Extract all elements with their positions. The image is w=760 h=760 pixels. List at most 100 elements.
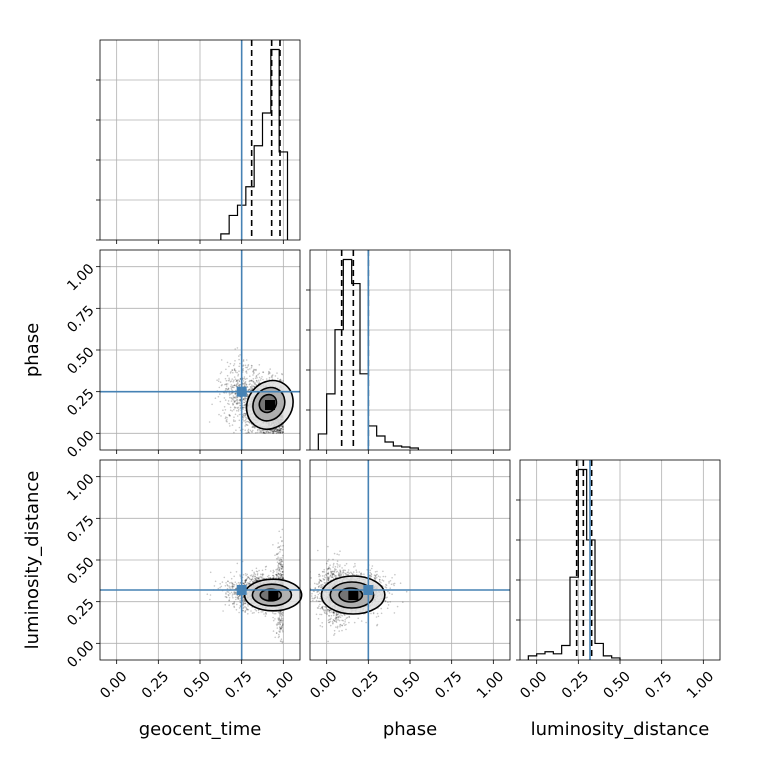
scatter-point bbox=[239, 605, 242, 607]
scatter-point bbox=[275, 432, 278, 435]
scatter-point bbox=[274, 612, 277, 615]
scatter-point bbox=[279, 623, 282, 626]
scatter-point bbox=[237, 410, 240, 412]
scatter-point bbox=[233, 379, 235, 382]
scatter-point bbox=[272, 430, 275, 433]
scatter-point bbox=[281, 549, 284, 551]
scatter-point bbox=[245, 432, 247, 434]
scatter-point bbox=[265, 430, 268, 433]
scatter-point bbox=[276, 568, 279, 571]
scatter-point bbox=[247, 389, 250, 391]
scatter-point bbox=[243, 606, 245, 608]
scatter-point bbox=[363, 573, 365, 575]
scatter-point bbox=[317, 585, 320, 588]
scatter-point bbox=[280, 429, 282, 431]
scatter-point bbox=[277, 562, 280, 565]
scatter-point bbox=[249, 386, 252, 388]
scatter-point bbox=[227, 580, 229, 583]
scatter-point bbox=[239, 378, 241, 380]
scatter-point bbox=[261, 573, 264, 575]
scatter-point bbox=[247, 389, 249, 392]
scatter-panel-luminosity_distance_vs_phase bbox=[309, 459, 511, 664]
scatter-point bbox=[244, 403, 246, 406]
scatter-point bbox=[247, 576, 250, 579]
scatter-point bbox=[242, 360, 245, 362]
scatter-point bbox=[258, 577, 260, 580]
scatter-point bbox=[271, 374, 273, 377]
scatter-point bbox=[263, 613, 265, 615]
scatter-point bbox=[278, 618, 280, 620]
scatter-point bbox=[239, 407, 242, 409]
truth-marker bbox=[236, 386, 247, 397]
scatter-point bbox=[246, 573, 248, 576]
scatter-point bbox=[276, 624, 278, 627]
scatter-point bbox=[242, 607, 245, 610]
scatter-point bbox=[279, 570, 282, 572]
scatter-point bbox=[281, 430, 283, 432]
scatter-point bbox=[219, 583, 221, 585]
scatter-point bbox=[253, 572, 256, 575]
scatter-point bbox=[275, 568, 277, 571]
scatter-point bbox=[244, 609, 247, 612]
scatter-point bbox=[220, 359, 223, 361]
scatter-point bbox=[236, 371, 238, 374]
scatter-point bbox=[231, 584, 234, 587]
scatter-point bbox=[281, 425, 283, 428]
scatter-point bbox=[218, 386, 221, 389]
scatter-point bbox=[233, 401, 236, 403]
scatter-point bbox=[224, 417, 227, 420]
scatter-point bbox=[228, 414, 230, 417]
scatter-point bbox=[253, 426, 255, 428]
scatter-point bbox=[244, 605, 246, 608]
scatter-point bbox=[277, 566, 280, 568]
scatter-point bbox=[320, 586, 322, 588]
scatter-point bbox=[229, 592, 231, 595]
scatter-point bbox=[214, 580, 217, 583]
scatter-point bbox=[279, 611, 281, 613]
scatter-point bbox=[358, 571, 361, 573]
scatter-point bbox=[230, 577, 233, 580]
scatter-point bbox=[275, 431, 277, 433]
scatter-point bbox=[219, 586, 221, 589]
scatter-point bbox=[235, 583, 238, 585]
scatter-point bbox=[235, 592, 237, 594]
scatter-point bbox=[247, 430, 249, 432]
scatter-point bbox=[244, 573, 247, 575]
scatter-point bbox=[243, 582, 245, 585]
scatter-point bbox=[275, 632, 278, 634]
scatter-point bbox=[251, 580, 254, 583]
scatter-point bbox=[281, 624, 284, 627]
scatter-point bbox=[228, 365, 230, 368]
scatter-point bbox=[268, 576, 270, 579]
scatter-point bbox=[258, 364, 261, 366]
scatter-point bbox=[262, 573, 265, 576]
scatter-point bbox=[230, 371, 232, 373]
scatter-point bbox=[279, 612, 282, 615]
scatter-point bbox=[327, 579, 330, 582]
scatter-point bbox=[226, 419, 228, 421]
scatter-point bbox=[355, 571, 358, 573]
scatter-point bbox=[258, 372, 261, 375]
scatter-point bbox=[248, 421, 251, 424]
scatter-point bbox=[252, 574, 255, 576]
scatter-point bbox=[281, 566, 284, 568]
scatter-point bbox=[337, 616, 340, 619]
scatter-point bbox=[277, 556, 279, 558]
scatter-point bbox=[278, 559, 281, 562]
scatter-point bbox=[274, 428, 276, 431]
scatter-point bbox=[343, 569, 345, 571]
scatter-point bbox=[271, 430, 274, 433]
scatter-point bbox=[384, 575, 387, 578]
scatter-point bbox=[234, 371, 237, 373]
scatter-point bbox=[344, 614, 346, 617]
scatter-point bbox=[233, 401, 235, 403]
scatter-point bbox=[282, 576, 284, 579]
scatter-point bbox=[277, 621, 279, 624]
scatter-point bbox=[272, 374, 274, 376]
scatter-point bbox=[245, 579, 247, 581]
scatter-point bbox=[232, 397, 235, 399]
scatter-point bbox=[238, 413, 241, 416]
scatter-point bbox=[232, 419, 235, 421]
scatter-point bbox=[279, 631, 281, 633]
scatter-point bbox=[281, 539, 283, 542]
